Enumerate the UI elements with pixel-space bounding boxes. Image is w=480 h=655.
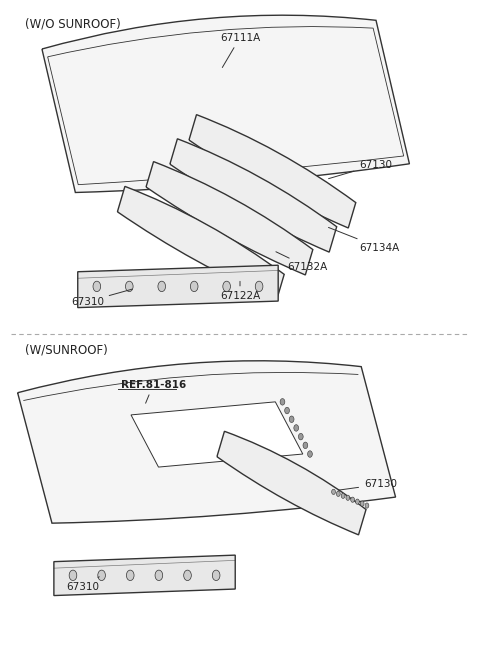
Circle shape	[69, 570, 77, 580]
Polygon shape	[54, 555, 235, 595]
Circle shape	[125, 281, 133, 291]
Text: 67310: 67310	[66, 577, 99, 591]
Circle shape	[356, 499, 360, 504]
Circle shape	[212, 570, 220, 580]
Text: 67310: 67310	[71, 289, 132, 307]
PathPatch shape	[42, 15, 409, 193]
Text: REF.81-816: REF.81-816	[120, 379, 186, 403]
Circle shape	[126, 570, 134, 580]
PathPatch shape	[18, 361, 396, 523]
Text: 67111A: 67111A	[220, 33, 260, 67]
Circle shape	[255, 281, 263, 291]
PathPatch shape	[170, 139, 336, 252]
Circle shape	[191, 281, 198, 291]
Circle shape	[341, 493, 345, 498]
Circle shape	[294, 424, 299, 431]
Circle shape	[332, 489, 336, 495]
Text: (W/SUNROOF): (W/SUNROOF)	[25, 344, 108, 357]
Circle shape	[98, 570, 106, 580]
PathPatch shape	[146, 162, 313, 275]
Circle shape	[289, 416, 294, 422]
Circle shape	[223, 281, 230, 291]
Circle shape	[158, 281, 166, 291]
Text: (W/O SUNROOF): (W/O SUNROOF)	[25, 18, 121, 31]
PathPatch shape	[217, 431, 366, 535]
Polygon shape	[131, 402, 303, 467]
Circle shape	[280, 399, 285, 405]
Circle shape	[336, 491, 340, 496]
PathPatch shape	[118, 187, 284, 300]
Circle shape	[184, 570, 192, 580]
Text: 67122A: 67122A	[220, 282, 260, 301]
Circle shape	[351, 497, 355, 502]
Circle shape	[360, 501, 364, 506]
Circle shape	[308, 451, 312, 457]
Circle shape	[155, 570, 163, 580]
Text: 67132A: 67132A	[276, 252, 328, 272]
Circle shape	[365, 503, 369, 508]
Circle shape	[346, 495, 350, 500]
Text: 67134A: 67134A	[328, 227, 399, 253]
Circle shape	[285, 407, 289, 414]
Circle shape	[303, 442, 308, 449]
PathPatch shape	[189, 115, 356, 228]
Circle shape	[299, 434, 303, 440]
Circle shape	[93, 281, 101, 291]
Text: 67130: 67130	[338, 479, 397, 490]
Polygon shape	[78, 265, 278, 308]
Text: 67130: 67130	[329, 160, 392, 179]
